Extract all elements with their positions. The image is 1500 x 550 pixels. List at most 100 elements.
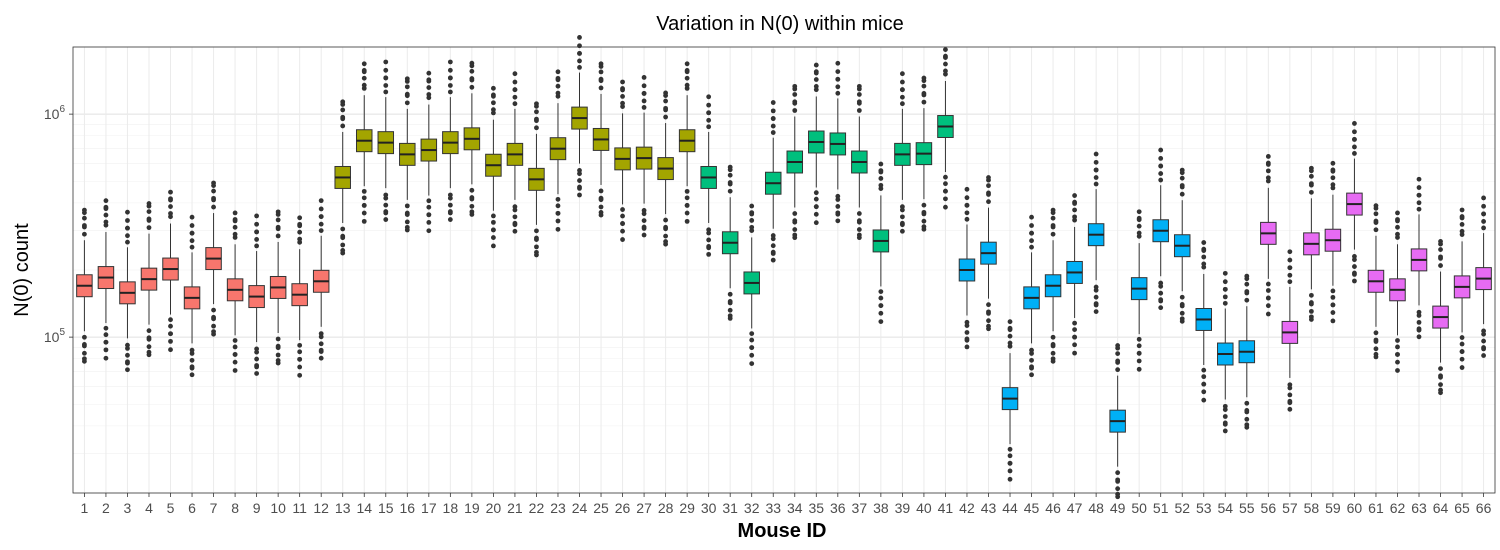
outlier-point [943, 61, 948, 67]
outlier-point [749, 352, 755, 358]
x-tick-label: 14 [356, 500, 372, 516]
box-mouse-19 [463, 60, 481, 217]
outlier-point [340, 107, 346, 113]
outlier-point [706, 117, 712, 123]
box-mouse-10 [269, 209, 287, 366]
x-tick-label: 64 [1433, 500, 1449, 516]
outlier-point [792, 211, 798, 216]
outlier-point [555, 210, 561, 216]
outlier-point [878, 176, 884, 181]
outlier-point [1438, 374, 1443, 380]
outlier-point [792, 86, 798, 92]
box-mouse-36 [829, 60, 847, 224]
outlier-point [684, 82, 690, 88]
outlier-point [447, 59, 453, 65]
outlier-point [1007, 327, 1013, 333]
outlier-point [125, 352, 130, 358]
outlier-point [1308, 189, 1314, 195]
outlier-point [232, 224, 238, 230]
box-mouse-61 [1367, 203, 1385, 360]
outlier-point [1481, 345, 1486, 350]
outlier-point [1330, 182, 1336, 188]
outlier-point [534, 249, 539, 255]
outlier-point [792, 232, 798, 238]
outlier-point [1029, 372, 1034, 378]
outlier-point [1438, 241, 1443, 247]
outlier-point [103, 212, 109, 218]
outlier-point [706, 243, 712, 249]
outlier-point [1158, 147, 1164, 153]
outlier-point [82, 215, 87, 221]
x-tick-label: 66 [1476, 500, 1492, 516]
outlier-point [146, 344, 152, 350]
outlier-point [1416, 206, 1422, 212]
x-tick-label: 56 [1261, 500, 1277, 516]
x-tick-label: 45 [1024, 500, 1040, 516]
outlier-point [189, 214, 195, 220]
outlier-point [1438, 263, 1443, 268]
x-tick-label: 20 [486, 500, 502, 516]
x-tick-label: 54 [1217, 500, 1233, 516]
outlier-point [1093, 167, 1099, 173]
outlier-point [1158, 171, 1164, 176]
outlier-point [1352, 144, 1357, 150]
outlier-point [986, 323, 991, 329]
outlier-point [727, 307, 733, 313]
outlier-point [1352, 270, 1357, 276]
outlier-point [598, 85, 604, 91]
outlier-point [835, 210, 841, 216]
outlier-point [404, 100, 410, 106]
box-mouse-60 [1346, 121, 1363, 284]
outlier-point [1481, 353, 1486, 358]
outlier-point [555, 69, 561, 75]
outlier-point [297, 229, 303, 235]
outlier-point [1007, 340, 1013, 346]
outlier-point [254, 221, 260, 227]
outlier-point [361, 210, 367, 216]
outlier-point [1072, 342, 1077, 348]
outlier-point [813, 204, 819, 210]
x-tick-label: 62 [1390, 500, 1406, 516]
x-tick-label: 11 [292, 500, 307, 516]
outlier-point [598, 76, 604, 82]
outlier-point [1244, 422, 1250, 428]
outlier-point [297, 223, 303, 229]
outlier-point [1308, 173, 1314, 179]
box-mouse-50 [1130, 209, 1148, 372]
outlier-point [254, 229, 260, 235]
outlier-point [232, 338, 238, 343]
outlier-point [1416, 200, 1422, 206]
outlier-point [1308, 301, 1314, 307]
outlier-point [534, 103, 539, 109]
outlier-point [103, 206, 109, 212]
outlier-point [1201, 240, 1207, 245]
outlier-point [1481, 225, 1486, 231]
outlier-point [1158, 290, 1164, 296]
x-tick-label: 25 [593, 500, 609, 516]
outlier-point [1029, 238, 1034, 244]
outlier-point [813, 211, 819, 217]
outlier-point [1265, 288, 1271, 293]
outlier-point [1115, 470, 1121, 476]
outlier-point [749, 337, 755, 343]
outlier-point [211, 183, 216, 188]
box-mouse-33 [764, 100, 782, 263]
outlier-point [383, 195, 389, 201]
outlier-point [1093, 175, 1099, 180]
outlier-point [878, 182, 884, 188]
outlier-point [1265, 311, 1271, 317]
outlier-point [254, 213, 260, 219]
outlier-point [1179, 191, 1185, 197]
outlier-point [1481, 203, 1486, 209]
outlier-point [103, 219, 109, 225]
outlier-point [1050, 231, 1056, 237]
outlier-point [1416, 319, 1422, 325]
outlier-point [1136, 366, 1142, 372]
outlier-point [1115, 351, 1121, 357]
outlier-point [447, 83, 453, 88]
outlier-point [684, 210, 690, 216]
outlier-point [598, 210, 604, 215]
outlier-point [856, 211, 862, 216]
outlier-point [1287, 406, 1293, 412]
outlier-point [146, 349, 152, 355]
